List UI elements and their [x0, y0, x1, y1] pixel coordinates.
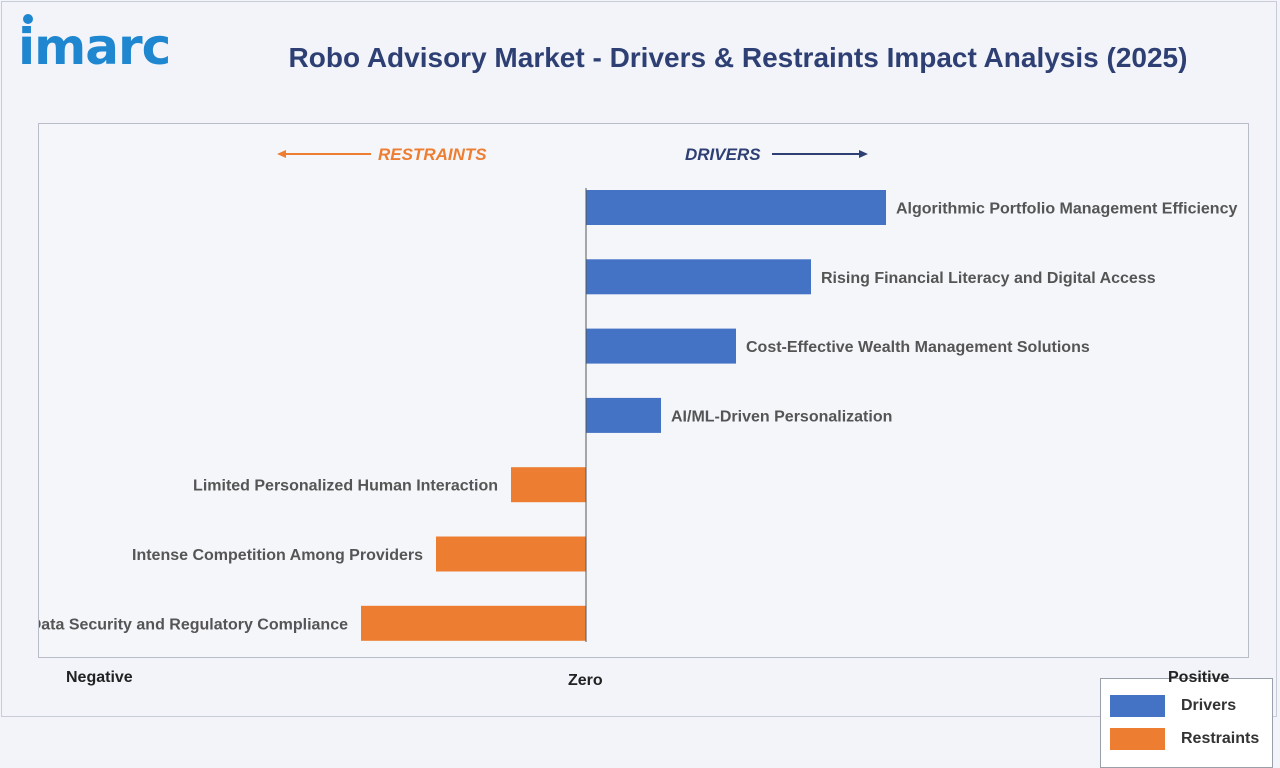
imarc-logo: imarc: [18, 18, 171, 76]
bar-cost-effective-wealth-management-solutions: [586, 328, 736, 364]
plot-area: Algorithmic Portfolio Management Efficie…: [38, 123, 1273, 768]
axis-label-positive: Positive: [1168, 669, 1230, 686]
bar-rising-financial-literacy-and-digital-access: [586, 259, 811, 295]
legend-swatch-restraints: [1110, 728, 1165, 750]
axis-label-zero: Zero: [568, 672, 603, 689]
chart-title: Robo Advisory Market - Drivers & Restrai…: [288, 42, 1188, 73]
drivers-arrowhead-icon: [859, 150, 868, 158]
bar-intense-competition-among-providers: [436, 536, 586, 572]
bar-label-limited-personalized-human-interaction: Limited Personalized Human Interaction: [193, 478, 498, 495]
page-frame: [1, 1, 1277, 717]
bar-algorithmic-portfolio-management-efficiency: [586, 190, 886, 225]
bar-limited-personalized-human-interaction: [511, 467, 586, 503]
bar-label-cost-effective-wealth-management-solutions: Cost-Effective Wealth Management Solutio…: [746, 339, 1090, 356]
legend-item-restraints: Restraints: [1110, 728, 1259, 750]
legend-item-drivers: Drivers: [1110, 695, 1236, 717]
legend-swatch-drivers: [1110, 695, 1165, 717]
legend-label-drivers: Drivers: [1181, 697, 1237, 714]
axis-label-negative: Negative: [66, 669, 133, 686]
restraints-direction-label: RESTRAINTS: [378, 145, 487, 164]
bar-label-data-security-and-regulatory-compliance: Data Security and Regulatory Compliance: [39, 616, 348, 633]
legend-label-restraints: Restraints: [1181, 730, 1260, 747]
restraints-arrowhead-icon: [277, 150, 286, 158]
bar-label-rising-financial-literacy-and-digital-access: Rising Financial Literacy and Digital Ac…: [821, 270, 1156, 287]
legend: Drivers Restraints: [1100, 678, 1273, 768]
chart-svg: Algorithmic Portfolio Management Efficie…: [39, 145, 1237, 642]
bar-data-security-and-regulatory-compliance: [361, 605, 586, 641]
bar-label-ai-ml-driven-personalization: AI/ML-Driven Personalization: [671, 408, 892, 425]
bar-ai-ml-driven-personalization: [586, 397, 661, 433]
logo-dot: [23, 14, 33, 24]
bar-label-algorithmic-portfolio-management-efficiency: Algorithmic Portfolio Management Efficie…: [896, 201, 1237, 218]
bar-label-intense-competition-among-providers: Intense Competition Among Providers: [132, 547, 423, 564]
drivers-direction-label: DRIVERS: [685, 145, 761, 164]
